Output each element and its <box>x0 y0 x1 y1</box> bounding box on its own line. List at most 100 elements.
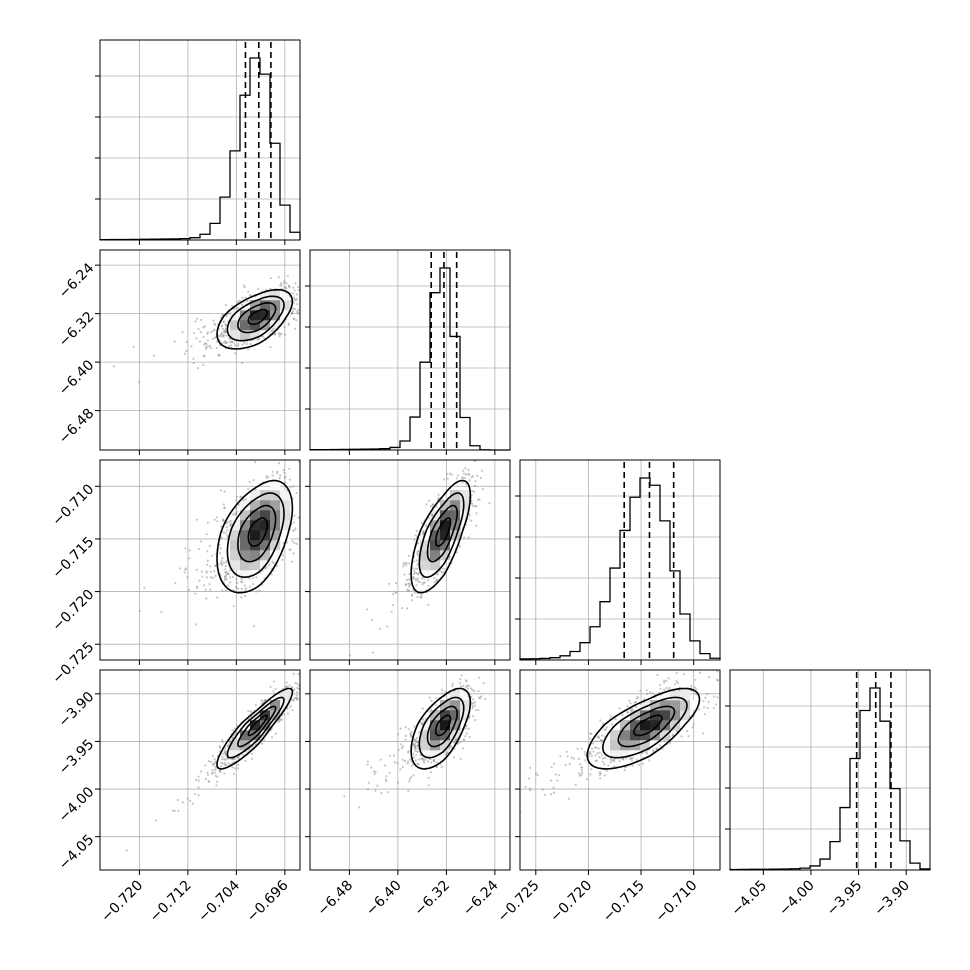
sample-point <box>703 712 706 716</box>
sample-point <box>228 341 231 344</box>
sample-point <box>565 750 568 753</box>
sample-point <box>219 770 222 773</box>
sample-point <box>276 470 279 473</box>
sample-point <box>459 757 462 760</box>
sample-point <box>707 700 710 703</box>
sample-point <box>235 495 239 499</box>
sample-point <box>223 506 226 510</box>
sample-point <box>428 696 431 699</box>
density-cell <box>440 550 451 561</box>
sample-point <box>629 757 632 760</box>
density-cell <box>430 560 441 571</box>
sample-point <box>294 681 297 685</box>
sample-point <box>609 761 612 764</box>
sample-point <box>410 599 414 602</box>
sample-point <box>592 750 595 753</box>
sample-point <box>225 578 228 581</box>
sample-point <box>597 735 600 738</box>
sample-point <box>665 686 668 690</box>
sample-point <box>225 334 228 337</box>
density-cell <box>660 700 671 711</box>
sample-point <box>285 282 288 285</box>
sample-point <box>584 753 587 756</box>
density-cell <box>680 690 691 701</box>
sample-point <box>408 584 412 587</box>
sample-point <box>667 677 670 680</box>
sample-point <box>464 685 468 688</box>
sample-point <box>215 784 218 787</box>
sample-point <box>202 584 206 587</box>
sample-point <box>413 744 417 747</box>
sample-point <box>401 758 405 762</box>
sample-point <box>265 566 268 569</box>
sample-point <box>236 301 239 304</box>
sample-point <box>394 591 398 594</box>
sample-point <box>583 750 586 754</box>
sample-point <box>247 709 250 713</box>
x-tick-label: −6.32 <box>412 878 454 920</box>
sample-point <box>480 695 483 698</box>
sample-point <box>220 525 223 528</box>
scatter-panel-3-0: −4.05 −4.00 −3.95 −3.90 <box>56 669 301 875</box>
density-cell <box>260 490 271 501</box>
sample-point <box>409 735 413 738</box>
sample-point <box>599 739 602 742</box>
sample-point <box>223 334 226 337</box>
sample-point <box>421 758 424 761</box>
sample-point <box>439 569 442 573</box>
sample-point <box>287 323 290 327</box>
sample-point <box>254 703 257 707</box>
density-cell <box>630 710 641 721</box>
sample-point <box>237 763 240 767</box>
sample-point <box>668 735 671 738</box>
density-cell <box>440 520 451 531</box>
density-cell <box>270 530 281 541</box>
sample-point <box>589 750 592 754</box>
sample-point <box>712 706 716 710</box>
sample-point <box>221 762 224 765</box>
sample-point <box>209 588 212 591</box>
sample-point <box>220 562 223 565</box>
sample-point <box>222 330 225 333</box>
sample-point <box>478 498 481 501</box>
sample-point <box>285 685 288 688</box>
sample-point <box>589 752 592 755</box>
sample-point <box>152 354 155 357</box>
sample-point <box>554 773 557 776</box>
sample-point <box>283 476 286 479</box>
y-tick-label: −3.95 <box>56 736 98 778</box>
sample-point <box>456 742 460 745</box>
sample-point <box>496 781 498 783</box>
density-cell <box>250 730 261 741</box>
sample-point <box>422 531 425 535</box>
density-cell <box>440 710 451 721</box>
sample-point <box>409 733 412 736</box>
sample-point <box>456 474 460 477</box>
sample-point <box>473 490 476 493</box>
sample-point <box>293 688 296 691</box>
density-cell <box>230 330 241 341</box>
sample-point <box>282 541 285 545</box>
sample-point <box>436 573 439 576</box>
sample-point <box>404 583 408 587</box>
density-cell <box>450 690 461 701</box>
sample-point <box>412 576 415 579</box>
sample-point <box>404 726 407 729</box>
panel-frame <box>309 669 511 871</box>
sample-point <box>192 331 195 335</box>
density-cell <box>460 700 471 711</box>
sample-point <box>218 745 221 748</box>
density-cell <box>240 510 251 521</box>
sample-point <box>422 760 425 763</box>
density-cell <box>250 520 261 531</box>
sample-point <box>598 771 601 774</box>
sample-point <box>228 569 231 572</box>
sample-point <box>260 699 263 702</box>
sample-point <box>240 303 244 307</box>
sample-point <box>277 276 280 279</box>
sample-point <box>367 781 370 784</box>
density-cell <box>660 690 671 701</box>
density-cell <box>460 710 471 721</box>
sample-point <box>213 569 216 573</box>
sample-point <box>402 565 405 568</box>
